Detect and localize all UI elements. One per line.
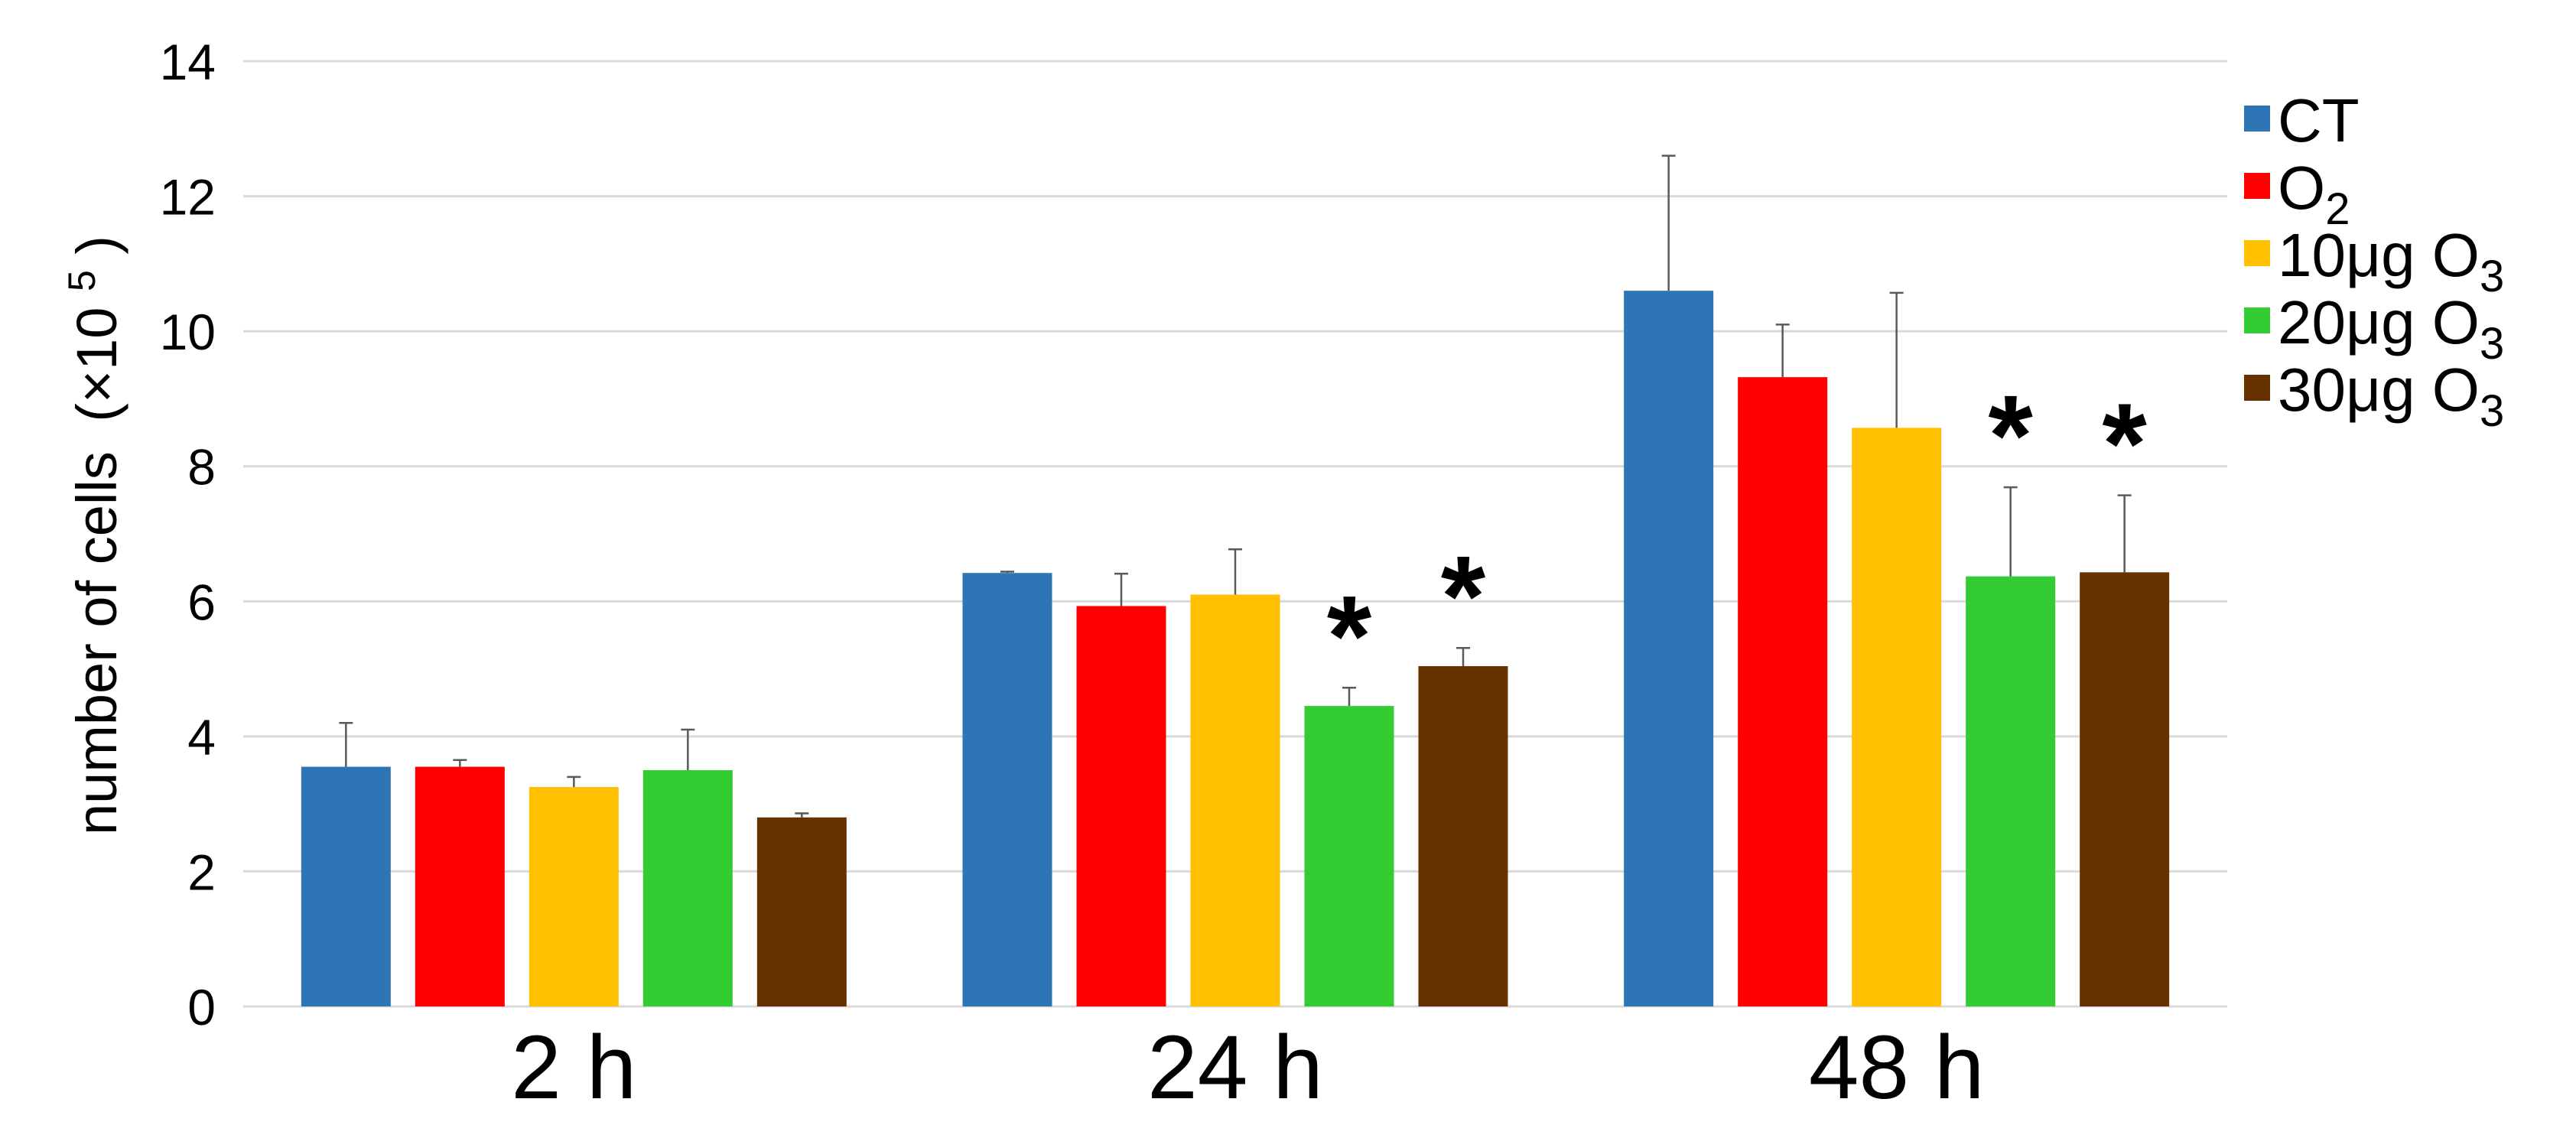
legend-label: 10μg O3 xyxy=(2278,221,2504,301)
legend-label-subscript: 3 xyxy=(2480,386,2504,436)
bar xyxy=(1304,706,1394,1006)
legend-swatch xyxy=(2244,106,2270,132)
legend-label: 30μg O3 xyxy=(2278,356,2504,436)
legend-label-subscript: 3 xyxy=(2480,252,2504,301)
significance-marker: * xyxy=(2102,379,2147,508)
y-axis-title-text: number of cells xyxy=(65,451,128,835)
bar xyxy=(301,766,391,1006)
y-tick-label: 2 xyxy=(187,844,216,900)
y-axis-tick-labels: 0 2 4 6 8 10 12 14 xyxy=(160,34,216,1036)
legend-label-subscript: 2 xyxy=(2325,184,2350,234)
legend-label-text: 10μg O xyxy=(2278,221,2480,289)
bar xyxy=(1076,606,1166,1006)
legend-label-text: O xyxy=(2278,154,2325,222)
x-category-label: 24 h xyxy=(1147,1017,1323,1118)
bar xyxy=(1418,666,1508,1006)
x-category-label: 2 h xyxy=(511,1017,636,1118)
y-tick-label: 10 xyxy=(160,304,216,360)
y-tick-label: 4 xyxy=(187,709,216,766)
legend-label-subscript: 3 xyxy=(2480,319,2504,369)
significance-marker: * xyxy=(1441,532,1486,660)
bars xyxy=(301,291,2170,1007)
x-axis-category-labels: 2 h 24 h 48 h xyxy=(511,1017,1984,1118)
y-tick-label: 0 xyxy=(187,979,216,1036)
bar xyxy=(1738,377,1828,1007)
error-bars xyxy=(339,154,2132,818)
significance-markers: * * * * xyxy=(1327,371,2148,700)
x-category-label: 48 h xyxy=(1809,1017,1985,1118)
legend-label: CT xyxy=(2278,86,2360,154)
legend-label-text: 20μg O xyxy=(2278,288,2480,356)
bar xyxy=(1966,576,2056,1006)
legend-label-text: 30μg O xyxy=(2278,356,2480,424)
legend-swatch xyxy=(2244,375,2270,401)
significance-marker: * xyxy=(1327,571,1372,700)
bar xyxy=(962,573,1052,1006)
y-axis-unit-prefix: (×10 xyxy=(65,307,128,422)
y-tick-label: 14 xyxy=(160,34,216,90)
legend-swatch xyxy=(2244,240,2270,266)
legend-label: O2 xyxy=(2278,154,2350,234)
legend-label: 20μg O3 xyxy=(2278,288,2504,369)
bar xyxy=(1852,428,1942,1006)
bar xyxy=(642,770,733,1006)
y-tick-label: 6 xyxy=(187,574,216,630)
y-axis-unit-exponent: 5 xyxy=(60,270,103,291)
significance-marker: * xyxy=(1988,371,2033,499)
legend-swatch xyxy=(2244,173,2270,199)
y-axis-unit-suffix: ) xyxy=(65,236,128,255)
bar xyxy=(415,766,505,1006)
bar xyxy=(1190,594,1280,1006)
legend-swatch xyxy=(2244,307,2270,333)
legend-label-text: CT xyxy=(2278,86,2360,154)
bar xyxy=(2080,572,2170,1006)
y-tick-label: 12 xyxy=(160,169,216,226)
bar xyxy=(756,817,847,1006)
y-axis-title: number of cells (×10 5 ) xyxy=(44,236,128,835)
bar xyxy=(529,787,619,1006)
y-tick-label: 8 xyxy=(187,439,216,496)
bar xyxy=(1624,291,1714,1007)
